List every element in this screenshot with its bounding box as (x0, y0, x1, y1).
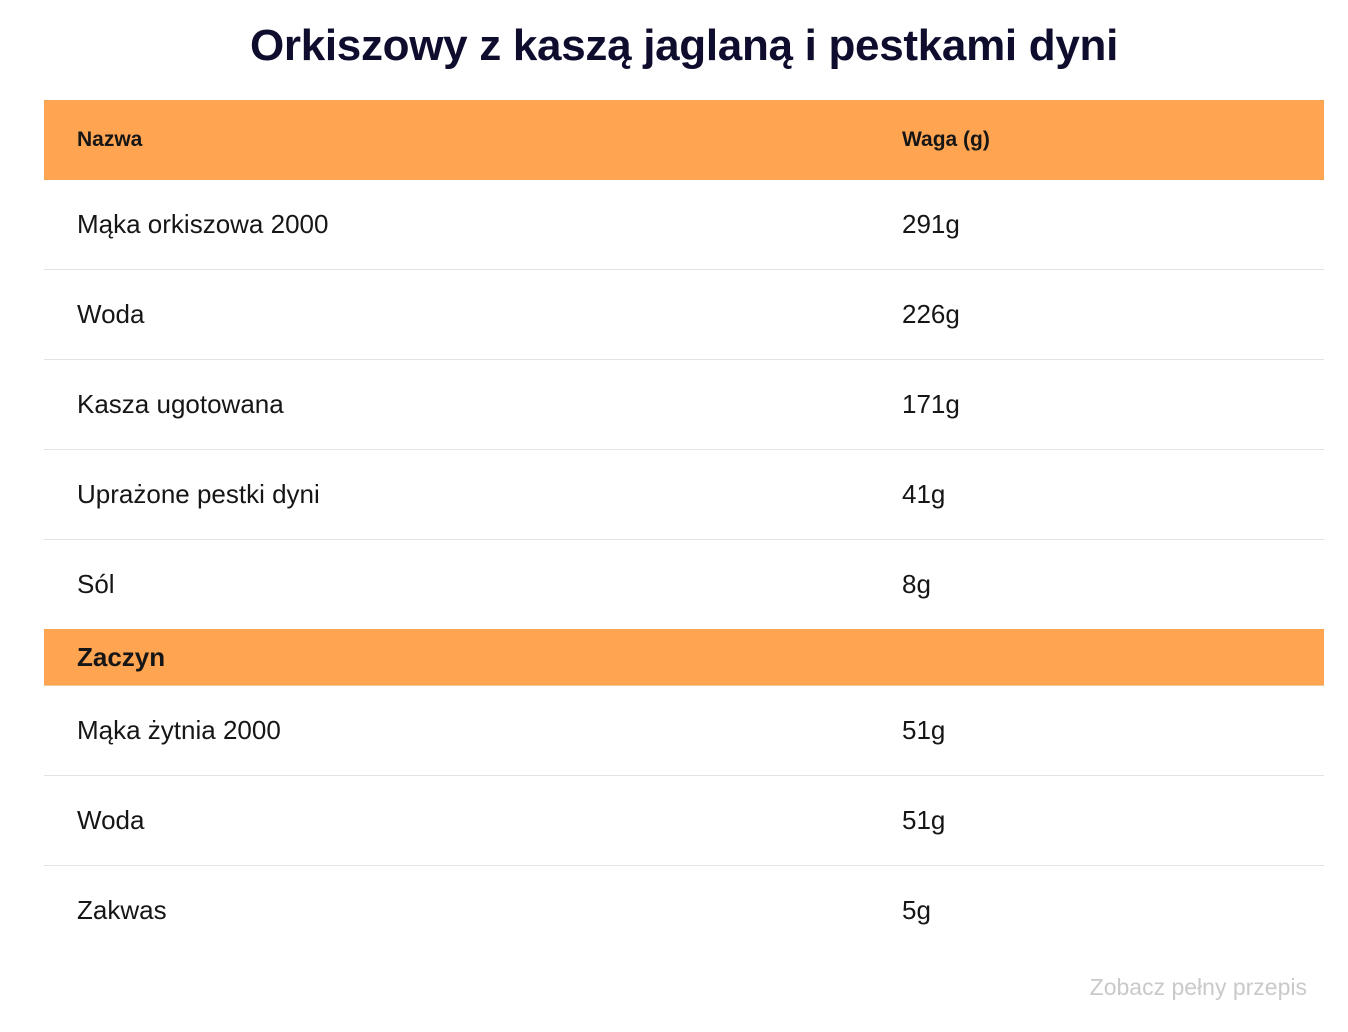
table-row: Kasza ugotowana 171g (44, 360, 1324, 450)
ingredient-name: Woda (77, 299, 145, 329)
table-row: Mąka orkiszowa 2000 291g (44, 180, 1324, 270)
column-header-name: Nazwa (77, 128, 143, 151)
table-row: Zakwas 5g (44, 866, 1324, 955)
ingredient-name: Zakwas (77, 895, 167, 925)
ingredient-weight: 51g (902, 715, 946, 745)
table-row: Mąka żytnia 2000 51g (44, 686, 1324, 776)
full-recipe-link[interactable]: Zobacz pełny przepis (1089, 974, 1307, 1000)
ingredient-weight: 51g (902, 805, 946, 835)
ingredient-weight: 226g (902, 299, 960, 329)
ingredient-weight: 41g (902, 479, 946, 509)
ingredients-table: Nazwa Waga (g) Mąka orkiszowa 2000 291g … (44, 100, 1324, 955)
ingredient-name: Mąka żytnia 2000 (77, 715, 281, 745)
ingredient-weight: 171g (902, 389, 960, 419)
ingredient-name: Mąka orkiszowa 2000 (77, 209, 329, 239)
section-title: Zaczyn (77, 641, 166, 672)
ingredient-weight: 8g (902, 569, 931, 599)
table-row: Uprażone pestki dyni 41g (44, 450, 1324, 540)
ingredient-name: Kasza ugotowana (77, 389, 284, 419)
table-row: Sól 8g (44, 540, 1324, 629)
column-header-weight: Waga (g) (902, 128, 990, 151)
ingredient-weight: 5g (902, 895, 931, 925)
table-header-row: Nazwa Waga (g) (44, 100, 1324, 180)
table-row: Woda 226g (44, 270, 1324, 360)
ingredient-weight: 291g (902, 209, 960, 239)
recipe-title: Orkiszowy z kaszą jaglaną i pestkami dyn… (249, 21, 1119, 70)
ingredient-name: Uprażone pestki dyni (77, 479, 320, 509)
table-row: Woda 51g (44, 776, 1324, 866)
section-header-row: Zaczyn (44, 629, 1324, 686)
ingredient-name: Sól (77, 569, 115, 599)
ingredient-name: Woda (77, 805, 145, 835)
